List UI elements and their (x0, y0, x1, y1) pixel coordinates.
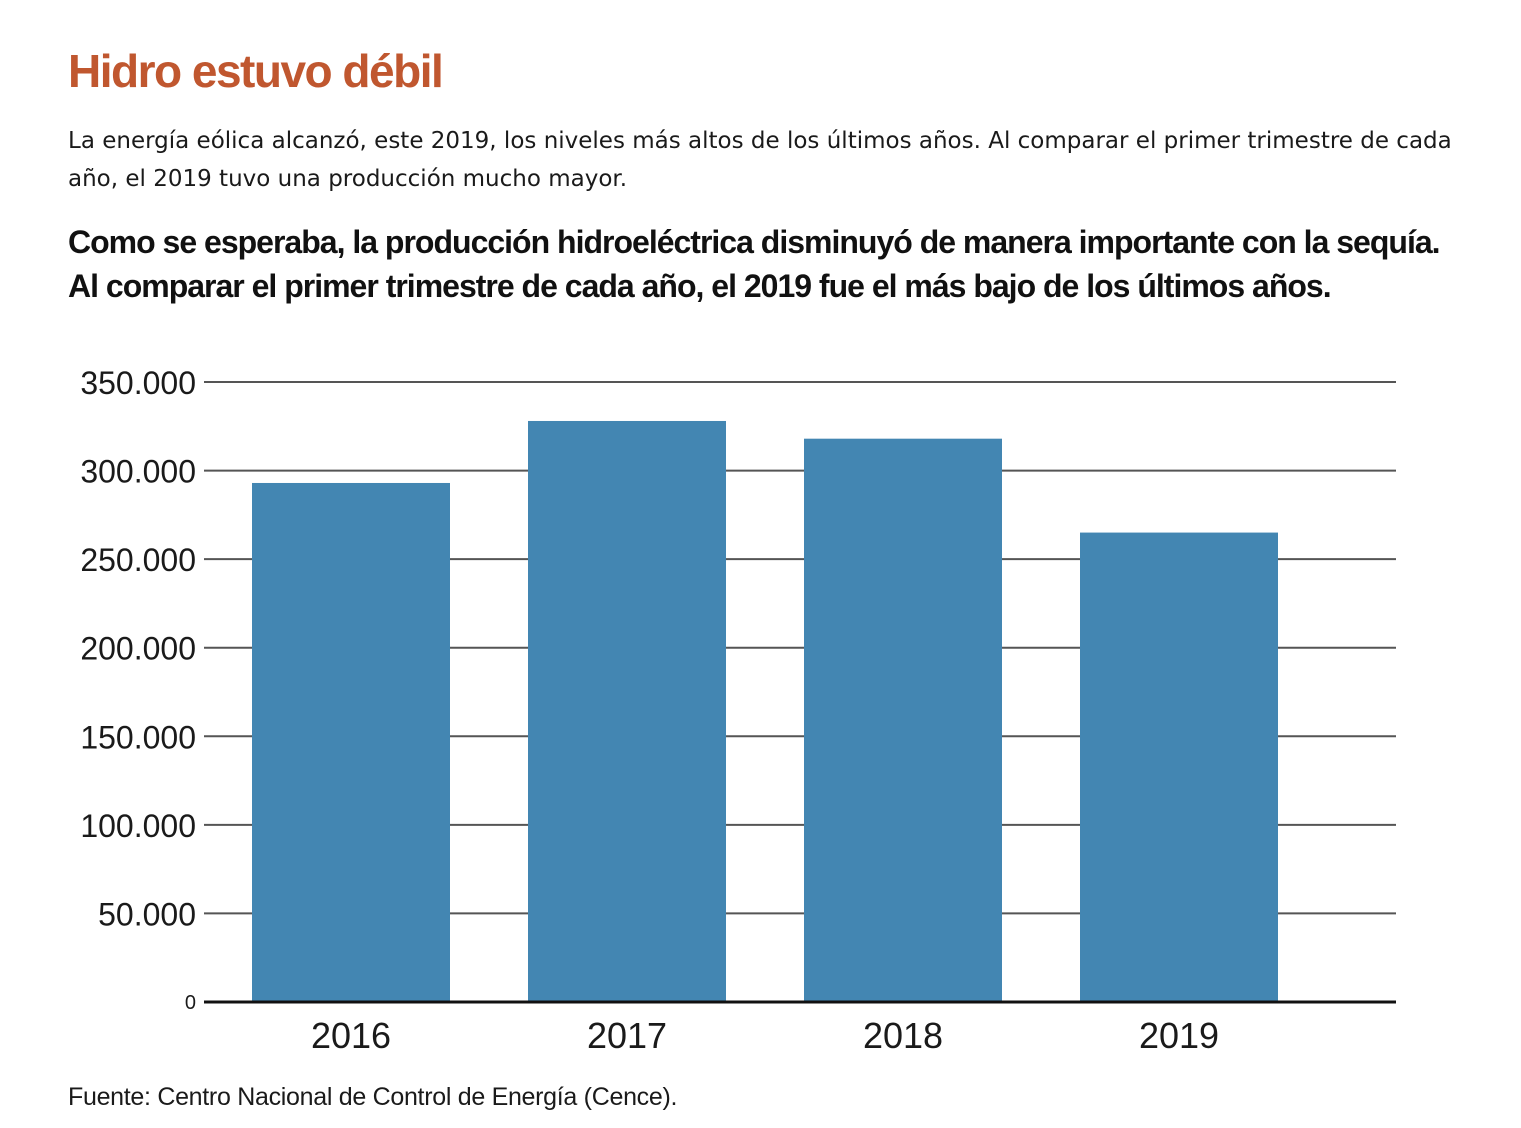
x-tick-label: 2017 (587, 1015, 667, 1056)
bar-2018 (804, 438, 1002, 1002)
lead-line-2: Al comparar el primer trimestre de cada … (68, 268, 1332, 304)
bar-chart: 0 50.000 100.000 150.000 200.000 250.000 300.0… (80, 365, 1396, 1056)
y-tick-label: 200.000 (80, 631, 196, 667)
bar-2019 (1080, 532, 1278, 1002)
y-tick-label: 350.000 (80, 365, 196, 401)
x-tick-label: 2018 (863, 1015, 943, 1056)
y-tick-label: 150.000 (80, 719, 196, 755)
bar-2016 (252, 482, 450, 1002)
bar-2017 (528, 420, 726, 1002)
x-tick-label: 2019 (1139, 1015, 1219, 1056)
bars (252, 420, 1278, 1002)
y-tick-label: 50.000 (98, 896, 196, 932)
y-tick-label: 100.000 (80, 808, 196, 844)
x-tick-label: 2016 (311, 1015, 391, 1056)
lead-line-1: Como se esperaba, la producción hidroelé… (68, 224, 1441, 260)
lead-text: Como se esperaba, la producción hidroelé… (68, 220, 1508, 308)
source-note: Fuente: Centro Nacional de Control de En… (68, 1083, 678, 1111)
y-tick-label: 300.000 (80, 454, 196, 490)
labels: 0 50.000 100.000 150.000 200.000 250.000 300.0… (80, 365, 1219, 1056)
intro-paragraph: La energía eólica alcanzó, este 2019, lo… (68, 128, 1452, 192)
y-tick-label: 250.000 (80, 542, 196, 578)
y-tick-label: 0 (185, 992, 196, 1014)
chart-headline: Hidro estuvo débil (68, 45, 444, 97)
